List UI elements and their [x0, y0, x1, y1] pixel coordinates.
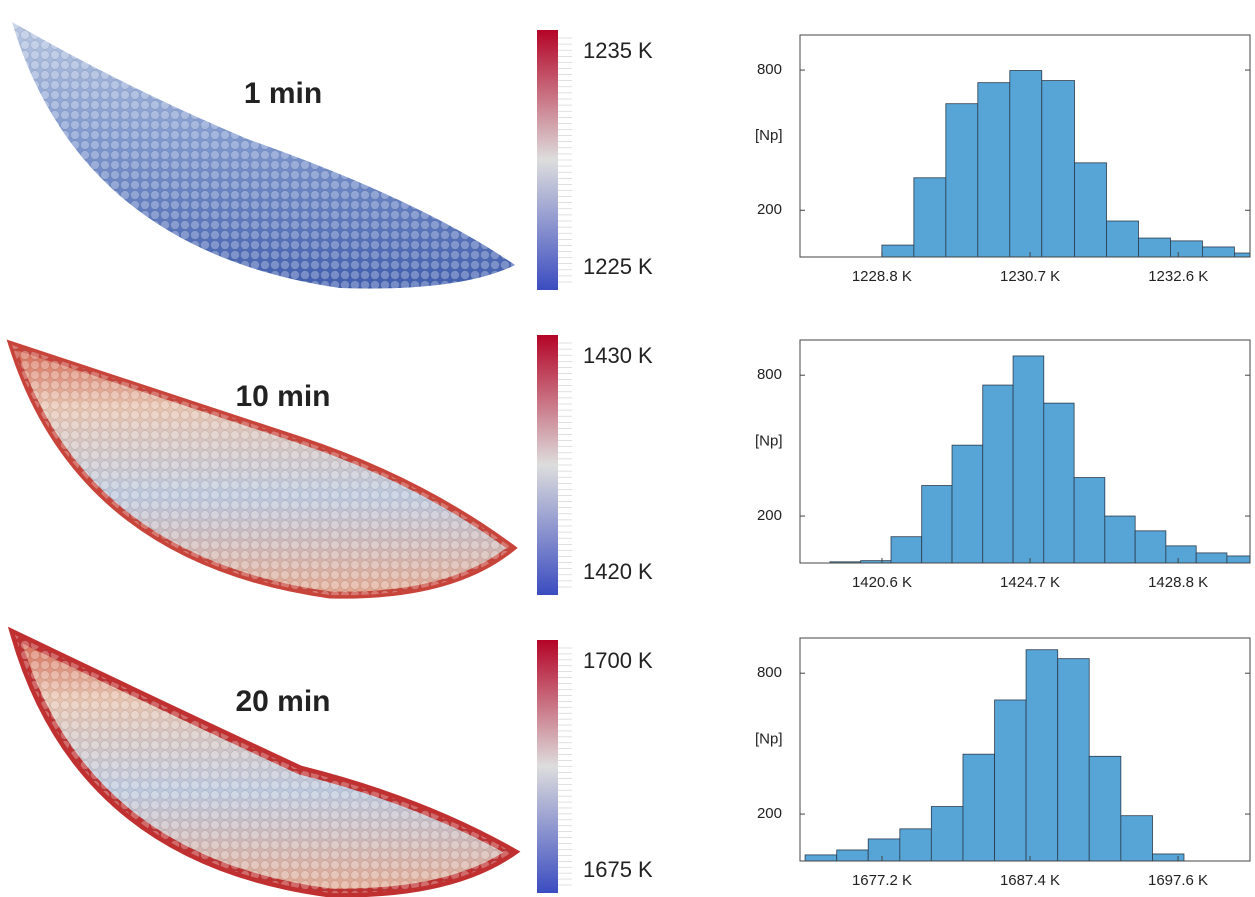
bar	[1170, 240, 1203, 257]
colorbar	[537, 640, 558, 893]
x-tick-label: 1697.6 K	[1148, 872, 1208, 889]
bars	[881, 70, 1250, 257]
x-tick-label: 1420.6 K	[852, 574, 912, 591]
colorbar-label: 1700 K	[583, 648, 653, 673]
bar	[945, 103, 979, 257]
bar	[1138, 237, 1171, 257]
colorbar-label: 1675 K	[583, 857, 653, 882]
bar	[1088, 755, 1122, 861]
bar	[994, 699, 1027, 861]
bar	[1104, 515, 1136, 563]
bar	[1195, 552, 1228, 563]
y-tick-label: 200	[757, 201, 782, 218]
x-tick-label: 1424.7 K	[1000, 574, 1060, 591]
time-label: 1 min	[244, 77, 322, 110]
axes-box	[799, 34, 1251, 258]
bar	[962, 753, 995, 861]
bar	[913, 177, 947, 257]
axes-box	[799, 637, 1251, 862]
bar	[1106, 220, 1139, 257]
bar	[930, 806, 964, 861]
bar	[951, 444, 984, 563]
bar	[1041, 80, 1075, 257]
bar	[1057, 658, 1090, 861]
particle-bed	[6, 339, 518, 599]
colorbar	[537, 30, 558, 290]
bar	[804, 854, 838, 861]
y-tick-label: 800	[757, 664, 782, 681]
y-axis-label: [Np]	[755, 730, 783, 747]
x-tick-label: 1228.8 K	[852, 268, 912, 285]
y-tick-label: 800	[757, 61, 782, 78]
bar	[1043, 402, 1075, 563]
bars	[804, 649, 1185, 861]
bar	[881, 244, 915, 257]
y-tick-label: 200	[757, 805, 782, 822]
bar	[1234, 252, 1250, 257]
y-axis-label: [Np]	[755, 127, 783, 144]
x-tick-label: 1230.7 K	[1000, 268, 1060, 285]
bar	[977, 82, 1011, 257]
y-tick-label: 200	[757, 507, 782, 524]
bar	[1025, 649, 1059, 861]
bar	[1074, 162, 1107, 257]
y-axis-label: [Np]	[755, 432, 783, 449]
bar	[836, 849, 869, 861]
colorbar-label: 1225 K	[583, 254, 653, 279]
bar	[1012, 355, 1045, 563]
bar	[890, 536, 923, 563]
bar	[1009, 70, 1043, 257]
x-tick-label: 1687.4 K	[1000, 872, 1060, 889]
time-label: 20 min	[235, 685, 330, 718]
bar	[867, 838, 901, 861]
bar	[1226, 555, 1250, 563]
bar	[921, 485, 953, 563]
colorbar-label: 1235 K	[583, 38, 653, 63]
bar	[982, 384, 1014, 563]
x-tick-label: 1232.6 K	[1148, 268, 1208, 285]
colorbar-label: 1430 K	[583, 343, 653, 368]
colorbar	[537, 335, 558, 595]
y-tick-label: 800	[757, 366, 782, 383]
bars	[829, 355, 1250, 563]
colorbar-label: 1420 K	[583, 559, 653, 584]
bar	[1202, 246, 1235, 257]
bar	[1152, 853, 1185, 861]
bar	[1073, 477, 1106, 563]
particle-bed	[12, 22, 515, 289]
x-tick-label: 1677.2 K	[852, 872, 912, 889]
bar	[1120, 815, 1153, 861]
time-label: 10 min	[235, 380, 330, 413]
particle-bed	[7, 626, 521, 897]
bar	[1165, 545, 1197, 563]
bar	[899, 828, 932, 861]
axes-box	[799, 339, 1251, 564]
x-tick-label: 1428.8 K	[1148, 574, 1208, 591]
bar	[1134, 530, 1167, 563]
